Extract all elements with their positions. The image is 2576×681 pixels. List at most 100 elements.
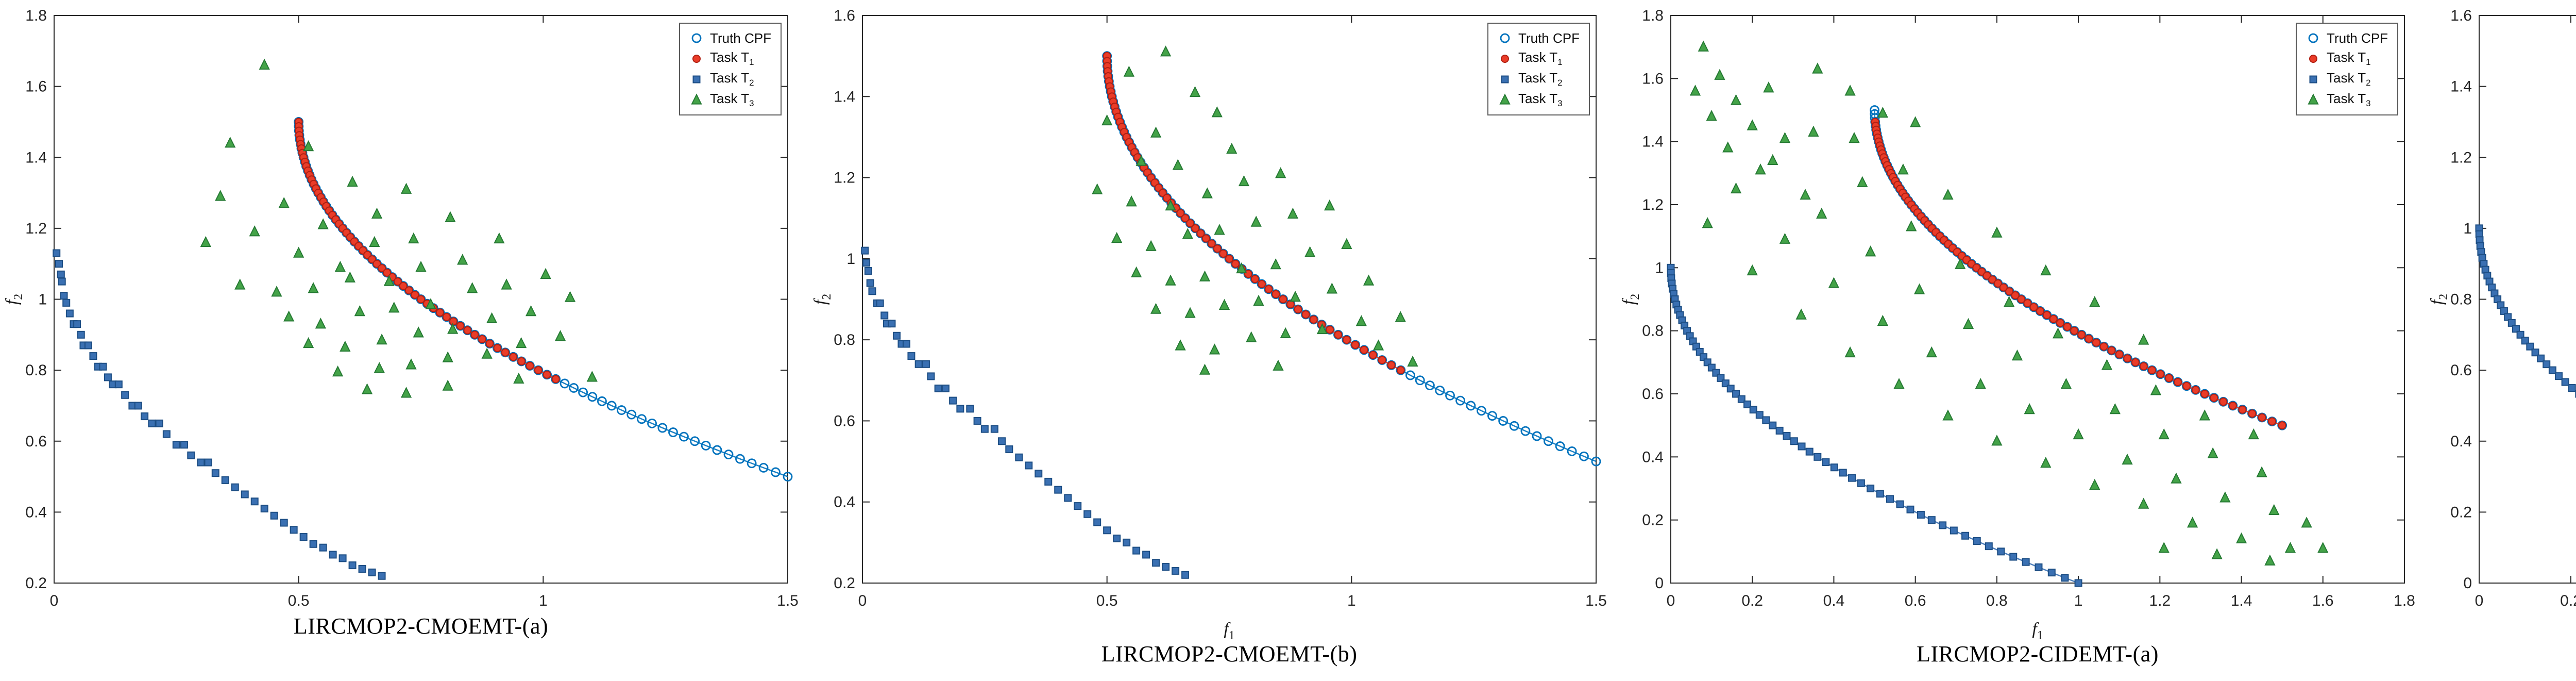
series-truth [294,117,793,481]
y-tick-label: 0 [1655,575,1664,592]
y-axis: 0.2 0.4 0.6 0.8 1 1.2 1.4 1.6 1.8 [25,7,788,592]
y-tick-label: 0 [2463,575,2472,592]
legend-item-t3: Task T3 [2300,90,2388,110]
y-tick-label: 1.8 [25,7,47,24]
axes-box [1670,15,2405,584]
legend-item-truth: Truth CPF [1492,28,1580,48]
t3-legend-marker-icon [2308,93,2319,105]
y-tick-label: 1.8 [1642,7,1664,24]
y-tick-label: 1.4 [834,88,855,105]
y-tick-label: 0.6 [2450,362,2472,379]
t1-legend-marker-icon [692,55,701,63]
legend-item-t1: Task T1 [683,48,771,69]
series-t2 [53,249,386,580]
x-tick-label: 0 [858,592,867,609]
plot-title: LIRCMOP2-CMOEMT-(b) [1101,641,1358,667]
plot-panel-lircmop2-cidemt-b: 0 0.2 0.4 0.6 0.8 1 1.2 1.4 1.60 0.2 0.4 0.6 0.8 1 1.2… [2425,0,2576,681]
series-t3 [1092,45,1418,375]
y-tick-label: 1.2 [1642,196,1664,213]
x-tick-label: 0 [1667,592,1675,609]
y-tick-label: 0.4 [25,504,47,521]
y-tick-label: 1 [2463,220,2472,237]
series-t1 [1103,52,1405,375]
x-tick-label: 1 [2074,592,2083,609]
plot-canvas: 0 0.2 0.4 0.6 0.8 1 1.2 1.4 1.6 1.8 0 0.2 0.4 0.6 0.8 1… [1619,7,2415,642]
plot-panel-lircmop2-cmoemt-b: 0 0.5 1 1.5 0.2 0.4 0.6 0.8 1 1.2 1.4 1.6 f1 f2 Truth… [808,0,1617,681]
legend-item-label: Task T1 [710,49,754,68]
y-axis-label: f2 [3,294,25,305]
legend-item-label: Task T2 [1518,70,1563,88]
series-t1 [1871,118,2286,430]
x-axis-label: f1 [2032,620,2043,642]
legend-item-label: Task T1 [1518,49,1563,68]
x-axis: 0 0.5 1 1.5 [858,15,1607,609]
legend-item-truth: Truth CPF [683,28,771,48]
y-tick-label: 0.4 [834,494,855,511]
plot-panel-lircmop2-cidemt-a: 0 0.2 0.4 0.6 0.8 1 1.2 1.4 1.6 1.8 0 0.2 0.4 0.6 0.8 1… [1617,0,2425,681]
y-tick-label: 1.6 [2450,7,2472,24]
y-axis-label: f2 [1619,294,1642,305]
plot-canvas: 0 0.5 1 1.5 0.2 0.4 0.6 0.8 1 1.2 1.4 1.6 1.8 f2 [3,7,799,609]
series-t2 [861,246,1190,579]
y-axis: 0 0.2 0.4 0.6 0.8 1 1.2 1.4 1.6 [2450,7,2486,592]
x-tick-label: 0 [2475,592,2484,609]
y-tick-label: 0.2 [25,575,47,592]
t2-legend-marker-icon [2309,75,2317,84]
plot-canvas: 0 0.5 1 1.5 0.2 0.4 0.6 0.8 1 1.2 1.4 1.6 f1 f2 [811,7,1607,642]
legend-item-label: Task T2 [710,70,754,88]
y-tick-label: 1.6 [25,78,47,95]
series-t2 [1667,263,2082,587]
axes [862,15,1597,584]
legend-item-t3: Task T3 [1492,90,1580,110]
y-tick-label: 0.4 [2450,433,2472,450]
legend-item-truth: Truth CPF [2300,28,2388,48]
plot-title: LIRCMOP2-CMOEMT-(a) [293,613,549,639]
x-tick-label: 0.6 [1905,592,1926,609]
y-tick-label: 0.4 [1642,449,1664,466]
y-tick-label: 0.2 [1642,512,1664,529]
series-t3 [200,58,598,398]
y-tick-label: 1.4 [2450,78,2472,95]
y-tick-label: 1 [38,291,47,308]
y-tick-label: 0.2 [2450,504,2472,521]
x-tick-label: 1.5 [777,592,799,609]
legend-item-label: Truth CPF [2327,30,2388,46]
legend-item-t2: Task T2 [2300,69,2388,90]
x-tick-label: 1.2 [2149,592,2171,609]
truth-legend-marker-icon [1500,33,1510,43]
y-tick-label: 1.4 [25,149,47,166]
y-tick-label: 1 [846,251,855,268]
x-tick-label: 0.5 [1096,592,1118,609]
t3-legend-marker-icon [691,93,702,105]
plot-title: LIRCMOP2-CIDEMT-(a) [1917,641,2159,667]
t2-legend-marker-icon [692,75,701,84]
legend: Truth CPF Task T1 Task T2 Task T3 [679,23,782,115]
legend-item-t2: Task T2 [683,69,771,90]
y-axis-label: f2 [2428,294,2450,305]
x-tick-label: 0.2 [2560,592,2576,609]
legend-item-label: Task T3 [2327,91,2371,109]
plot-canvas: 0 0.2 0.4 0.6 0.8 1 1.2 1.4 1.60 0.2 0.4 0.6 0.8 1 1.2… [2428,7,2576,609]
legend-item-label: Truth CPF [710,30,771,46]
legend-item-label: Task T3 [710,91,754,109]
x-tick-label: 0 [50,592,59,609]
t1-legend-marker-icon [1501,55,1510,63]
x-tick-label: 1 [1347,592,1356,609]
y-tick-label: 1.2 [834,170,855,187]
y-axis-label: f2 [811,294,834,305]
t1-legend-marker-icon [2309,55,2318,63]
legend-item-t1: Task T1 [2300,48,2388,69]
y-tick-label: 1.6 [1642,70,1664,87]
legend: Truth CPF Task T1 Task T2 Task T3 [2296,23,2398,115]
x-axis-label: f1 [1224,620,1234,642]
x-tick-label: 1 [539,592,548,609]
x-tick-label: 1.8 [2394,592,2415,609]
truth-legend-marker-icon [691,33,702,43]
t2-legend-marker-icon [1501,75,1509,84]
y-tick-label: 0.6 [834,412,855,429]
legend-item-t1: Task T1 [1492,48,1580,69]
series-truth [1870,105,2287,430]
x-axis: 0 0.2 0.4 0.6 0.8 1 1.2 1.4 1.6 1.8 [1667,15,2415,609]
legend-item-label: Task T1 [2327,49,2371,68]
